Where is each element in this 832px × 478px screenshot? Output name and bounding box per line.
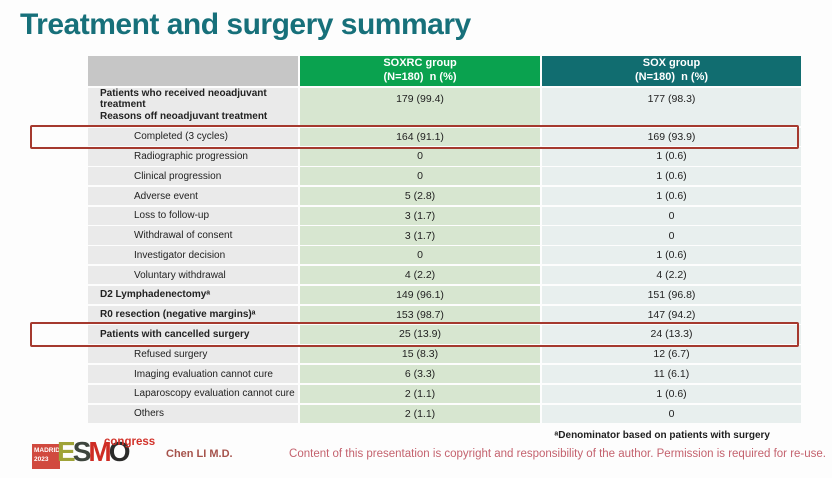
soxrc-value: 179 (99.4) bbox=[300, 88, 540, 110]
table-row: Voluntary withdrawal 4 (2.2) 4 (2.2) bbox=[88, 266, 801, 285]
table-row: Radiographic progression 0 1 (0.6) bbox=[88, 147, 801, 166]
row-label: Adverse event bbox=[88, 186, 298, 206]
row-label: Refused surgery bbox=[88, 345, 298, 364]
table-row: Laparoscopy evaluation cannot cure 2 (1.… bbox=[88, 384, 801, 403]
soxrc-value: 3 (1.7) bbox=[300, 206, 540, 225]
table-row: R0 resection (negative margins)ᵃ 153 (98… bbox=[88, 305, 801, 324]
soxrc-value: 2 (1.1) bbox=[300, 404, 540, 423]
table-row-highlighted: Patients with cancelled surgery 25 (13.9… bbox=[30, 322, 801, 348]
table-row-highlighted: Completed (3 cycles) 164 (91.1) 169 (93.… bbox=[30, 124, 801, 150]
sox-value: 177 (98.3) bbox=[542, 88, 801, 110]
esmo-letter-o: O bbox=[108, 436, 131, 467]
table-row: Investigator decision 0 1 (0.6) bbox=[88, 246, 801, 265]
madrid-label: MADRID bbox=[34, 447, 60, 454]
soxrc-value: 149 (96.1) bbox=[300, 285, 540, 304]
soxrc-value: 0 bbox=[300, 147, 540, 166]
soxrc-value: 0 bbox=[300, 167, 540, 186]
sox-value: 147 (94.2) bbox=[542, 305, 801, 324]
author-name: Chen LI M.D. bbox=[166, 448, 233, 460]
year-label: 2023 bbox=[34, 455, 49, 463]
table-row: Loss to follow-up 3 (1.7) 0 bbox=[88, 206, 801, 225]
sox-value: 1 (0.6) bbox=[542, 167, 801, 186]
table-row: Imaging evaluation cannot cure 6 (3.3) 1… bbox=[88, 364, 801, 384]
table-row: Refused surgery 15 (8.3) 12 (6.7) bbox=[88, 345, 801, 364]
sox-value: 0 bbox=[542, 226, 801, 245]
slide-title: Treatment and surgery summary bbox=[20, 8, 471, 41]
sox-value: 11 (6.1) bbox=[542, 364, 801, 384]
sox-value: 1 (0.6) bbox=[542, 246, 801, 265]
row-label: Patients with cancelled surgery bbox=[88, 325, 298, 344]
row-label: Reasons off neoadjuvant treatment bbox=[88, 107, 298, 126]
treatment-surgery-table: SOXRC group (N=180) n (%) SOX group (N=1… bbox=[30, 56, 801, 424]
sox-value: 12 (6.7) bbox=[542, 345, 801, 364]
row-label: Imaging evaluation cannot cure bbox=[88, 364, 298, 384]
sox-value: 1 (0.6) bbox=[542, 147, 801, 166]
header-cell-soxrc-group: SOXRC group (N=180) n (%) bbox=[300, 56, 540, 86]
soxrc-value: 5 (2.8) bbox=[300, 186, 540, 206]
table-row: Adverse event 5 (2.8) 1 (0.6) bbox=[88, 186, 801, 206]
soxrc-value: 25 (13.9) bbox=[300, 325, 540, 344]
denominator-footnote: ᵃDenominator based on patients with surg… bbox=[554, 430, 770, 441]
table-row: Clinical progression 0 1 (0.6) bbox=[88, 167, 801, 186]
esmo-letter-s: S bbox=[72, 436, 92, 467]
sox-value: 151 (96.8) bbox=[542, 285, 801, 304]
row-label: Completed (3 cycles) bbox=[88, 127, 298, 146]
header-cell-sox-group: SOX group (N=180) n (%) bbox=[542, 56, 801, 86]
row-label: Withdrawal of consent bbox=[88, 226, 298, 245]
soxrc-value: 164 (91.1) bbox=[300, 127, 540, 146]
row-label: Laparoscopy evaluation cannot cure bbox=[88, 384, 298, 403]
row-label: Investigator decision bbox=[88, 246, 298, 265]
row-label: D2 Lymphadenectomyᵃ bbox=[88, 285, 298, 304]
sox-value: 0 bbox=[542, 206, 801, 225]
soxrc-value: 3 (1.7) bbox=[300, 226, 540, 245]
sox-value: 24 (13.3) bbox=[542, 325, 801, 344]
soxrc-value: 4 (2.2) bbox=[300, 266, 540, 285]
soxrc-value: 15 (8.3) bbox=[300, 345, 540, 364]
table-header-row: SOXRC group (N=180) n (%) SOX group (N=1… bbox=[88, 56, 801, 86]
esmo-letter-e: E bbox=[57, 436, 76, 467]
copyright-notice: Content of this presentation is copyrigh… bbox=[289, 448, 826, 460]
row-label: R0 resection (negative margins)ᵃ bbox=[88, 305, 298, 324]
table-row: Withdrawal of consent 3 (1.7) 0 bbox=[88, 226, 801, 245]
sox-value: 1 (0.6) bbox=[542, 384, 801, 403]
soxrc-value: 2 (1.1) bbox=[300, 384, 540, 403]
soxrc-value: 6 (3.3) bbox=[300, 364, 540, 384]
sox-group-n: (N=180) n (%) bbox=[634, 71, 709, 83]
soxrc-group-name: SOXRC group bbox=[383, 57, 457, 70]
soxrc-value bbox=[300, 107, 540, 126]
table-row: D2 Lymphadenectomyᵃ 149 (96.1) 151 (96.8… bbox=[88, 285, 801, 304]
row-label: Clinical progression bbox=[88, 167, 298, 186]
sox-value bbox=[542, 107, 801, 126]
sox-value: 4 (2.2) bbox=[542, 266, 801, 285]
esmo-congress-logo: MADRID 2023 ESMO congress bbox=[32, 436, 167, 472]
row-label: Radiographic progression bbox=[88, 147, 298, 166]
header-cell-empty bbox=[88, 56, 298, 86]
table-row: Patients who received neoadjuvant treatm… bbox=[88, 88, 801, 110]
table-row: Others 2 (1.1) 0 bbox=[88, 404, 801, 423]
soxrc-value: 153 (98.7) bbox=[300, 305, 540, 324]
table-row: Reasons off neoadjuvant treatment bbox=[88, 107, 801, 126]
row-label: Voluntary withdrawal bbox=[88, 266, 298, 285]
row-label: Patients who received neoadjuvant treatm… bbox=[88, 88, 298, 110]
row-label: Others bbox=[88, 404, 298, 423]
congress-label: congress bbox=[104, 436, 156, 448]
madrid-2023-badge: MADRID 2023 bbox=[32, 444, 60, 469]
sox-value: 169 (93.9) bbox=[542, 127, 801, 146]
sox-value: 1 (0.6) bbox=[542, 186, 801, 206]
sox-group-name: SOX group bbox=[642, 57, 701, 70]
soxrc-value: 0 bbox=[300, 246, 540, 265]
esmo-letter-m: M bbox=[88, 436, 111, 467]
sox-value: 0 bbox=[542, 404, 801, 423]
esmo-wordmark: ESMO bbox=[57, 436, 131, 467]
soxrc-group-n: (N=180) n (%) bbox=[383, 71, 457, 83]
row-label: Loss to follow-up bbox=[88, 206, 298, 225]
